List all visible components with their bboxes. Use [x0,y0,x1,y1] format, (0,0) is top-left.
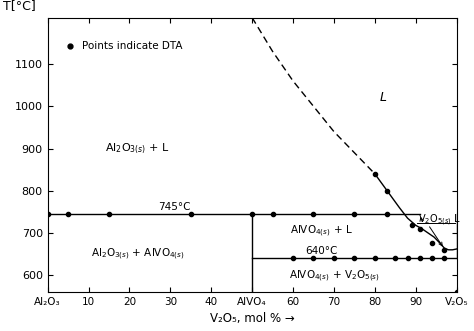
Text: Al$_2$O$_{3(s)}$ + L: Al$_2$O$_{3(s)}$ + L [105,141,170,156]
Text: AlVO$_{4(s)}$ + V$_2$O$_{5(s)}$: AlVO$_{4(s)}$ + V$_2$O$_{5(s)}$ [289,268,379,284]
Text: 745°C: 745°C [158,202,191,212]
Text: V$_2$O$_{5(s)}$ L: V$_2$O$_{5(s)}$ L [418,213,461,228]
Text: 640°C: 640°C [305,246,337,256]
Y-axis label: T[°C]: T[°C] [3,0,36,12]
Text: L: L [380,91,386,104]
Text: Al$_2$O$_{3(s)}$ + AlVO$_{4(s)}$: Al$_2$O$_{3(s)}$ + AlVO$_{4(s)}$ [91,246,184,262]
Text: AlVO$_{4(s)}$ + L: AlVO$_{4(s)}$ + L [291,223,353,239]
X-axis label: V₂O₅, mol % →: V₂O₅, mol % → [210,312,294,325]
Text: Points indicate DTA: Points indicate DTA [82,41,183,51]
